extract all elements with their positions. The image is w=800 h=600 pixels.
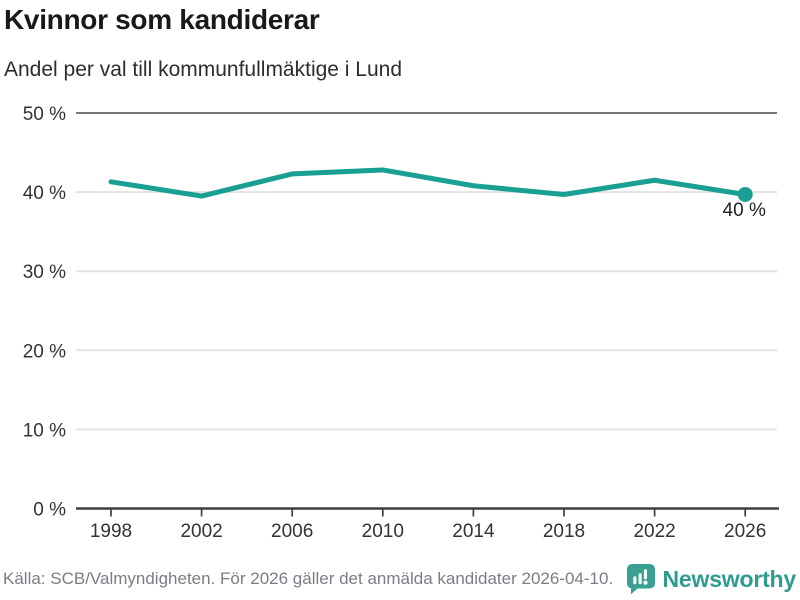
y-tick-label: 20 % [23,341,66,362]
x-tick-label: 2022 [633,521,675,542]
x-tick-label: 2010 [362,521,404,542]
bar-chart-speech-bubble-icon [626,564,655,595]
chart-subtitle: Andel per val till kommunfullmäktige i L… [4,58,403,82]
end-point-annotation: 40 % [723,200,766,221]
y-tick-label: 0 % [33,500,66,521]
x-tick-label: 2014 [452,521,495,542]
x-tick-label: 2002 [180,521,222,542]
end-point-dot [737,186,753,202]
source-note: Källa: SCB/Valmyndigheten. För 2026 gäll… [3,569,614,588]
y-tick-label: 50 % [23,104,66,125]
x-tick-label: 2006 [271,521,313,542]
chart-title: Kvinnor som kandiderar [4,4,320,35]
y-tick-label: 40 % [23,183,66,204]
data-line [108,167,748,199]
line-chart: 0 % 10 % 20 % 30 % 40 % 50 % 1998 2002 2006 2010 2… [23,104,779,542]
chart-footer: Källa: SCB/Valmyndigheten. För 2026 gäll… [0,560,800,600]
y-tick-label: 10 % [23,420,66,441]
y-tick-label: 30 % [23,262,66,283]
x-tick-label: 2026 [724,521,766,542]
newsworthy-logo[interactable]: Newsworthy [626,563,796,595]
x-tick-label: 1998 [90,521,132,542]
chart-header: Kvinnor som kandiderar Andel per val til… [4,4,796,82]
newsworthy-wordmark: Newsworthy [662,565,797,592]
x-tick-label: 2018 [543,521,585,542]
